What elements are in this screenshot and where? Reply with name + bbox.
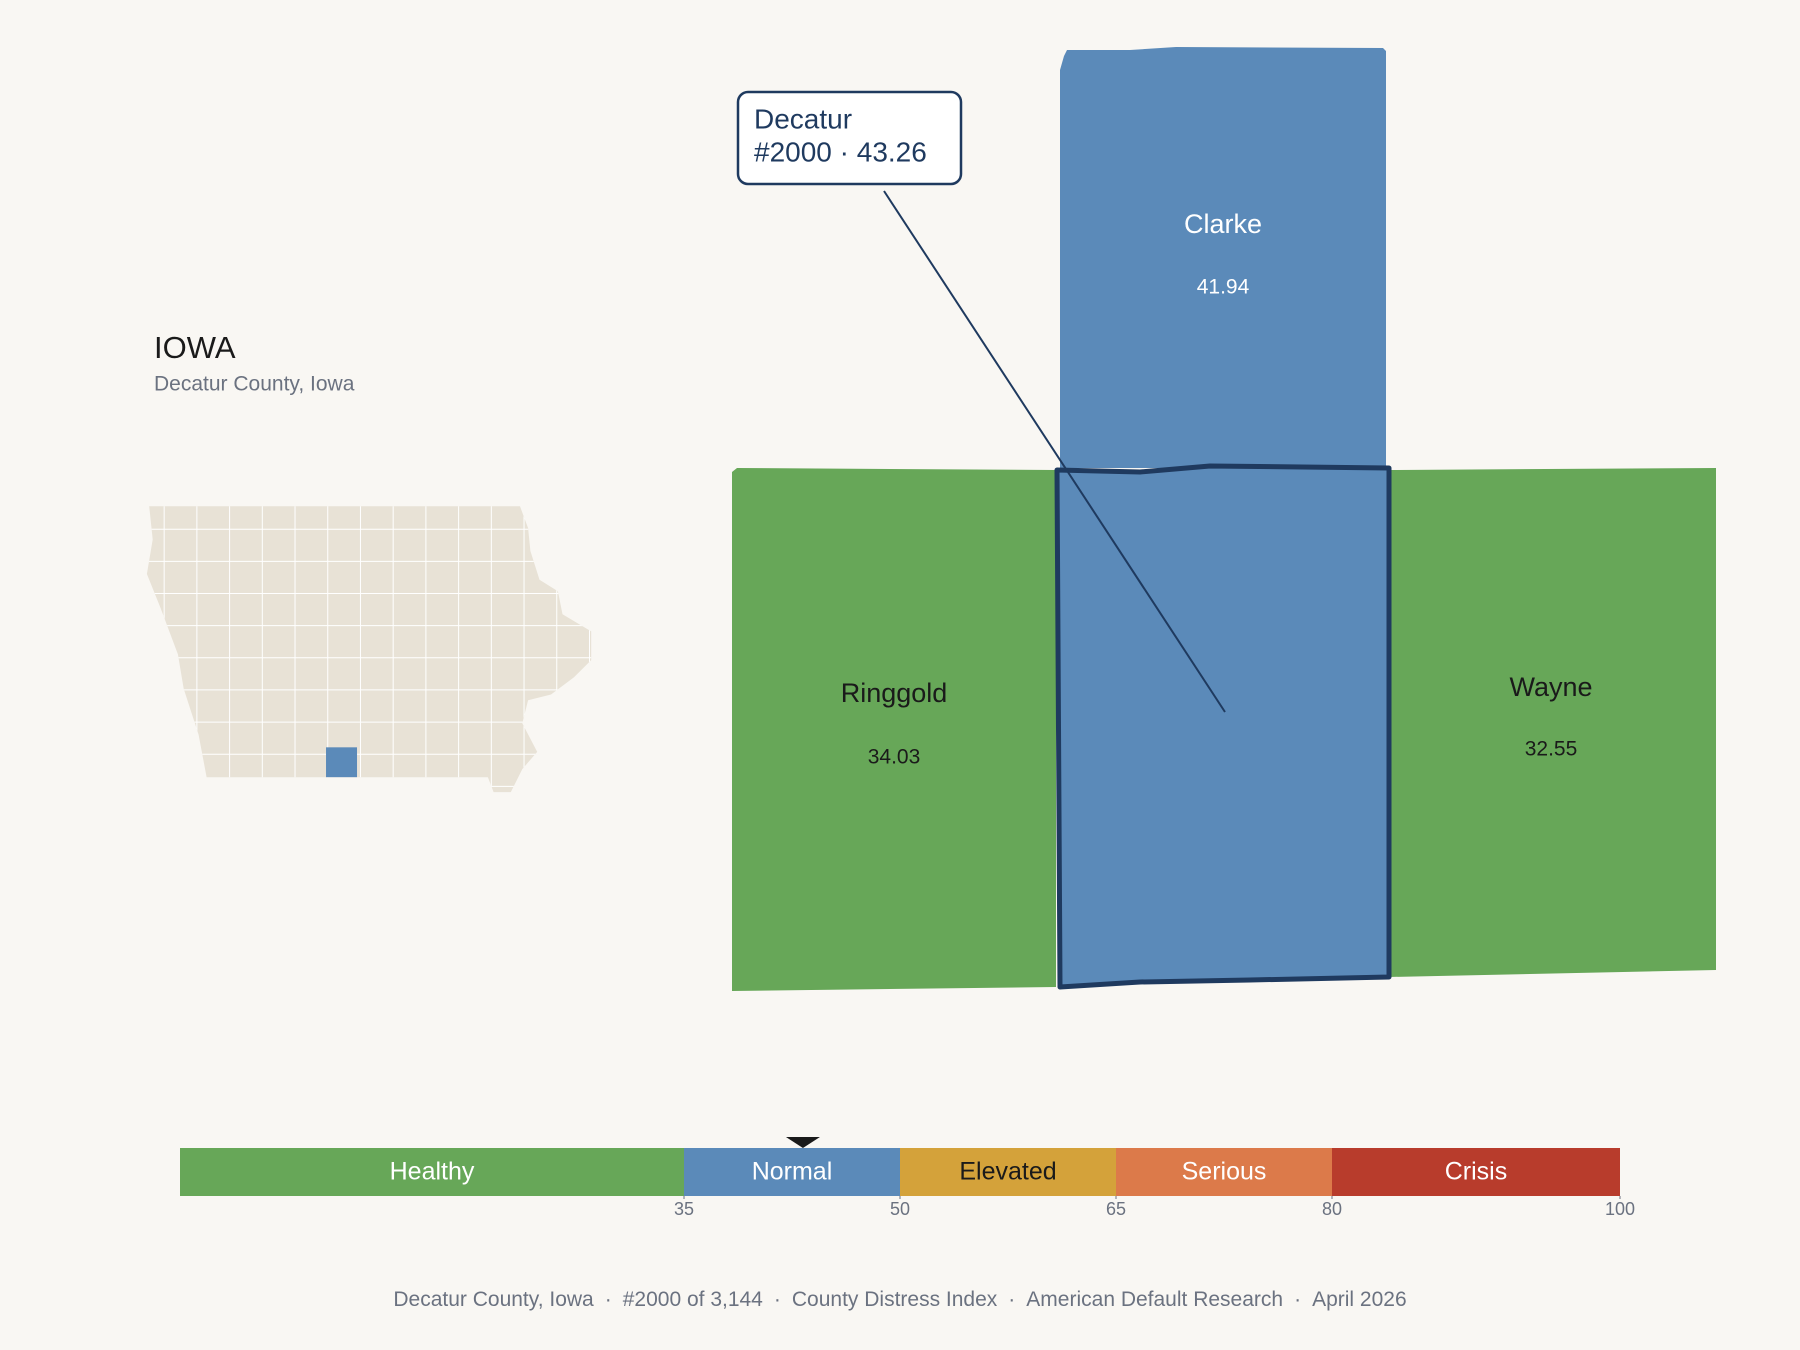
county (732, 468, 1056, 991)
footer-part: County Distress Index (792, 1288, 998, 1311)
selected-county-mini (326, 747, 358, 778)
footer-separator: · (1294, 1288, 1301, 1311)
county-name: Clarke (1184, 209, 1262, 239)
scale-tick-label: 65 (1106, 1199, 1126, 1219)
county (1060, 47, 1386, 468)
scale-band-label: Serious (1182, 1158, 1267, 1186)
scale-band (1332, 1148, 1620, 1196)
scale-band (900, 1148, 1116, 1196)
leader-line (883, 190, 1226, 713)
footer: Decatur County, Iowa · #2000 of 3,144 · Coun… (393, 1288, 1406, 1311)
county-value: 32.55 (1525, 738, 1578, 761)
county-name: Wayne (1509, 672, 1592, 702)
county-map: Clarke 41.94 Ringgold 34.03 Wayne 32.55 Decatu… (732, 47, 1716, 991)
scale-band-label: Crisis (1445, 1158, 1508, 1186)
footer-separator: · (1008, 1288, 1015, 1311)
county-value: 34.03 (868, 746, 921, 769)
county (1389, 468, 1716, 977)
footer-separator: · (774, 1288, 781, 1311)
subtitle: Decatur County, Iowa (154, 373, 355, 396)
state-minimap (146, 506, 592, 793)
county-grid (146, 506, 592, 793)
footer-part: Decatur County, Iowa (393, 1288, 594, 1311)
footer-part: April 2026 (1312, 1288, 1407, 1311)
tooltip-line: #2000 · 43.26 (754, 136, 927, 167)
tooltip-box (736, 90, 963, 186)
tooltip-title: Decatur (754, 103, 852, 134)
scale-marker (785, 1137, 820, 1148)
scale-tick-label: 80 (1322, 1199, 1342, 1219)
state-shape (146, 506, 592, 793)
scale-band-label: Elevated (959, 1158, 1056, 1186)
footer-part: #2000 of 3,144 (623, 1288, 763, 1311)
county-name: Ringgold (841, 678, 948, 708)
scale-band-label: Healthy (390, 1158, 475, 1186)
scale-band (684, 1148, 900, 1196)
scale-tick-label: 35 (674, 1199, 694, 1219)
scale-band (1116, 1148, 1332, 1196)
scale-tick-label: 50 (890, 1199, 910, 1219)
county-value: 41.94 (1197, 276, 1250, 299)
footer-part: American Default Research (1026, 1288, 1283, 1311)
scale-band (180, 1148, 684, 1196)
scale-tick-label: 100 (1605, 1199, 1635, 1219)
footer-separator: · (605, 1288, 612, 1311)
distress-scale: Healthy Normal Elevated Serious Crisis 35 50 65… (180, 1137, 1635, 1219)
scale-band-label: Normal (752, 1158, 833, 1186)
selected-county (1054, 463, 1392, 990)
state-title: IOWA (154, 330, 236, 365)
